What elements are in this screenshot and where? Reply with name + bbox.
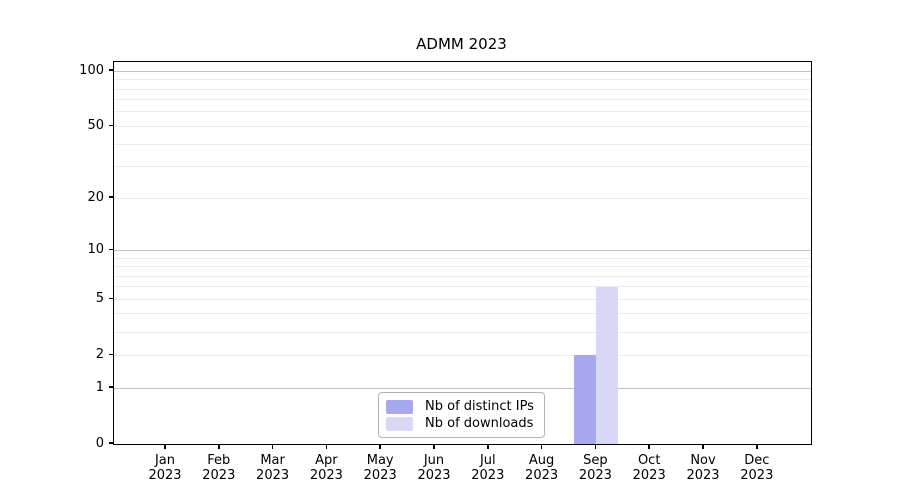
bar-downloads (596, 286, 619, 444)
legend-label: Nb of downloads (425, 416, 534, 431)
x-tick (756, 444, 758, 449)
minor-gridline (114, 125, 811, 127)
minor-gridline (114, 143, 811, 145)
y-tick-label: 10 (87, 241, 104, 257)
x-tick (433, 444, 435, 449)
x-tick-year: 2023 (417, 468, 451, 483)
x-tick-year: 2023 (578, 468, 612, 483)
y-tick (109, 353, 113, 355)
x-tick-month: Nov (690, 453, 716, 468)
x-tick (702, 444, 704, 449)
y-tick-label: 1 (95, 379, 104, 395)
y-tick (109, 297, 113, 299)
x-tick-label: Apr 2023 (296, 453, 356, 483)
x-tick-year: 2023 (363, 468, 397, 483)
minor-gridline (114, 266, 811, 267)
minor-gridline (114, 99, 811, 101)
x-tick-month: Apr (315, 453, 338, 468)
x-tick-label: Nov 2023 (673, 453, 733, 483)
y-tick-label: 5 (95, 290, 104, 306)
x-tick-month: Jan (154, 453, 176, 468)
x-tick-month: May (366, 453, 394, 468)
y-tick (109, 442, 113, 444)
x-tick-month: Sep (583, 453, 608, 468)
x-tick-month: Aug (528, 453, 555, 468)
y-tick-label: 0 (95, 435, 104, 451)
x-tick-year: 2023 (256, 468, 290, 483)
y-tick (109, 196, 113, 198)
x-tick-label: Sep 2023 (565, 453, 625, 483)
x-tick-label: Jun 2023 (404, 453, 464, 483)
legend-swatch (386, 417, 413, 431)
x-tick-label: Jan 2023 (135, 453, 195, 483)
x-tick-year: 2023 (148, 468, 182, 483)
minor-gridline (114, 197, 811, 199)
minor-gridline (114, 79, 811, 81)
minor-gridline (114, 111, 811, 113)
x-tick-year: 2023 (740, 468, 774, 483)
x-tick-label: Oct 2023 (619, 453, 679, 483)
x-tick-label: Mar 2023 (243, 453, 303, 483)
x-tick (164, 444, 166, 449)
minor-gridline (114, 313, 811, 315)
minor-gridline (114, 286, 811, 288)
x-tick (379, 444, 381, 449)
x-tick-year: 2023 (632, 468, 666, 483)
x-tick-label: Dec 2023 (727, 453, 787, 483)
plot-area (113, 61, 812, 445)
minor-gridline (114, 88, 811, 90)
y-tick-label: 20 (87, 189, 104, 205)
major-gridline (114, 70, 811, 72)
legend-entry: Nb of downloads (386, 416, 536, 432)
x-tick-label: Aug 2023 (512, 453, 572, 483)
x-tick (594, 444, 597, 449)
legend: Nb of distinct IPs Nb of downloads (378, 392, 545, 438)
x-tick-month: Mar (260, 453, 285, 468)
x-tick-year: 2023 (309, 468, 343, 483)
major-gridline (114, 387, 811, 389)
x-tick-label: Feb 2023 (189, 453, 249, 483)
x-tick-year: 2023 (202, 468, 236, 483)
x-tick (648, 444, 650, 449)
minor-gridline (114, 166, 811, 168)
x-tick-month: Oct (637, 453, 661, 468)
x-tick-year: 2023 (525, 468, 559, 483)
chart-title: ADMM 2023 (416, 35, 507, 53)
x-tick (487, 444, 489, 449)
minor-gridline (114, 257, 811, 259)
x-tick-month: Jun (423, 453, 445, 468)
minor-gridline (114, 354, 811, 356)
y-tick (109, 248, 113, 251)
minor-gridline (114, 298, 811, 300)
major-gridline (114, 249, 811, 251)
bar-distinct-ips (574, 355, 597, 444)
y-tick (109, 124, 113, 127)
x-tick (271, 444, 274, 449)
x-tick-year: 2023 (471, 468, 505, 483)
x-tick-year: 2023 (686, 468, 720, 483)
y-tick (109, 69, 113, 71)
x-tick (218, 444, 220, 449)
x-tick-month: Jul (479, 453, 496, 468)
x-tick-month: Dec (744, 453, 770, 468)
minor-gridline (114, 331, 811, 333)
x-tick (325, 444, 328, 449)
x-tick (540, 444, 543, 449)
minor-gridline (114, 275, 811, 277)
y-tick (109, 386, 113, 388)
legend-swatch (386, 400, 413, 414)
x-tick-label: Jul 2023 (458, 453, 518, 483)
x-tick-month: Feb (207, 453, 231, 468)
y-tick-label: 2 (95, 346, 104, 362)
y-tick-label: 50 (87, 117, 104, 133)
x-tick-label: May 2023 (350, 453, 410, 483)
y-tick-label: 100 (79, 62, 104, 78)
legend-label: Nb of distinct IPs (425, 399, 534, 414)
legend-entry: Nb of distinct IPs (386, 399, 536, 415)
